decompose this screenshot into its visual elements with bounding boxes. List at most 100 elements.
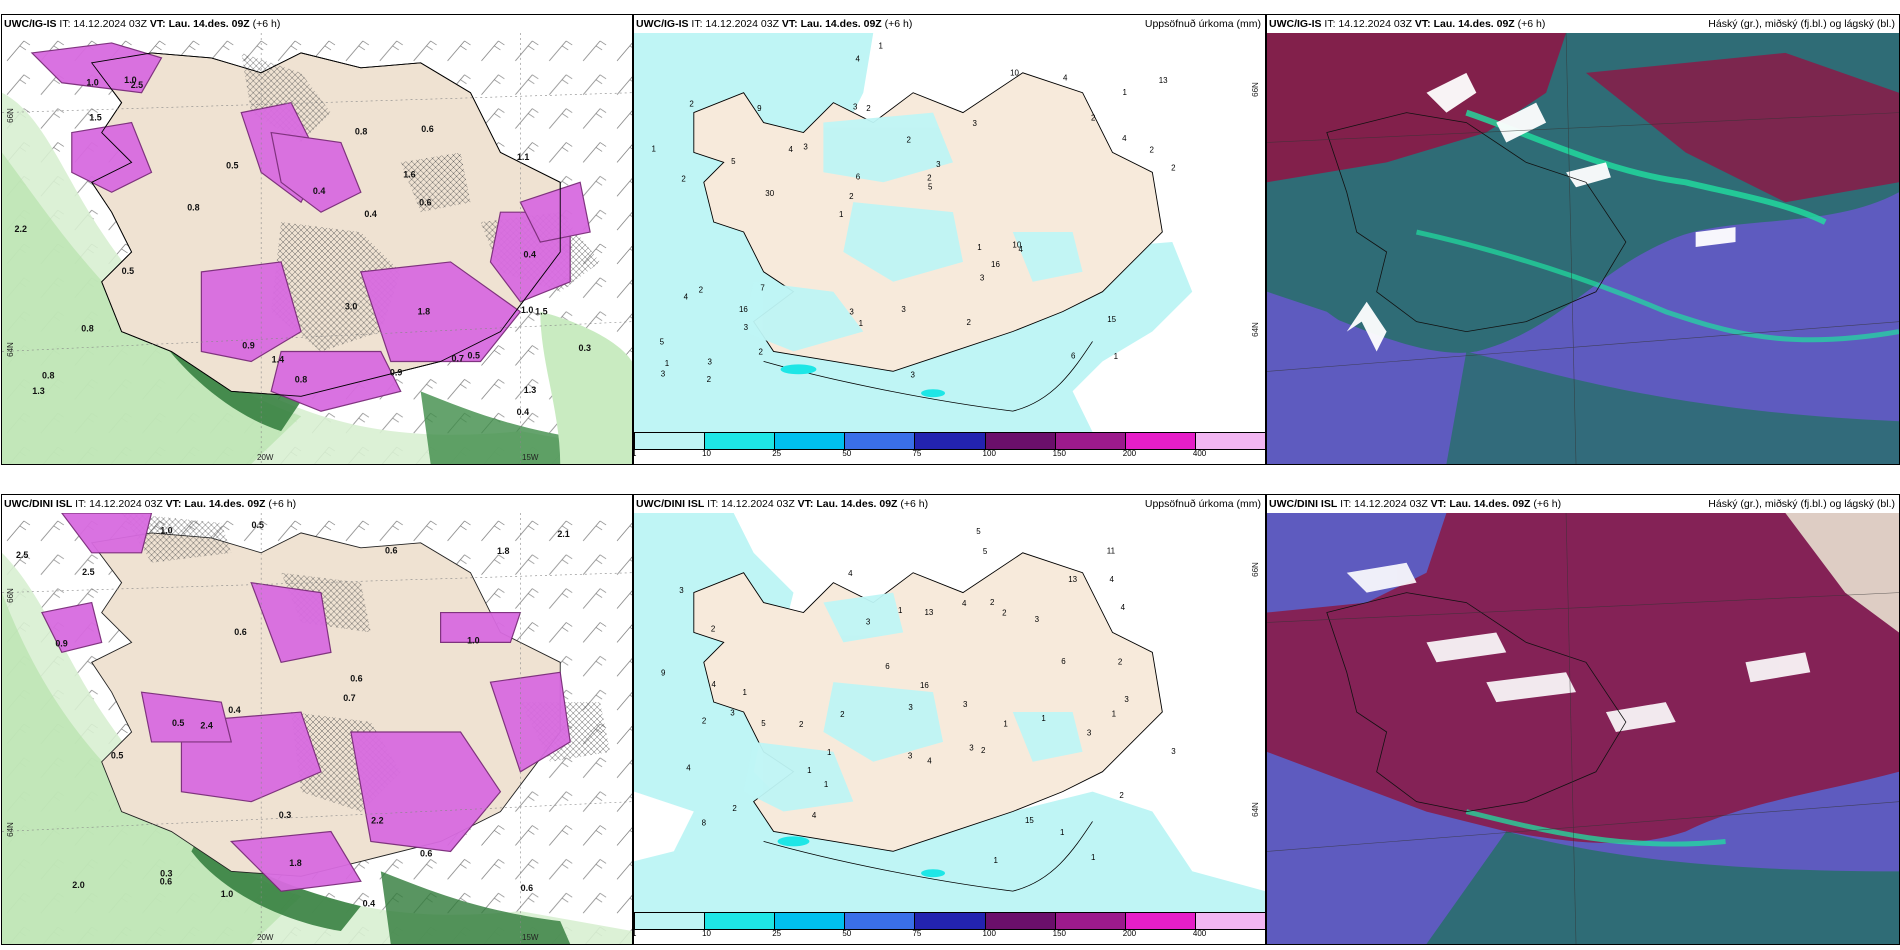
map-value-label: 3 xyxy=(1124,695,1129,704)
map-value-label: 2 xyxy=(866,104,871,113)
colorbar-swatch xyxy=(1124,433,1195,449)
map-area[interactable]: 1 3 3 3 2 2 2 2 3 1 2 1 1 4 3 4 1 16 9 8 11 13 6 3 3 4 5 3 6 4 2 2 1 2 3 3 1… xyxy=(634,513,1265,912)
map-value-label: 1.3 xyxy=(32,386,44,396)
map-value-label: 3.0 xyxy=(345,302,357,312)
map-value-label: 2 xyxy=(907,136,912,145)
lat-label-66n: 66N xyxy=(5,588,15,603)
map-value-label: 3 xyxy=(936,160,941,169)
map-value-label: 3 xyxy=(708,357,713,366)
colorbar-tick: 10 xyxy=(702,449,712,458)
map-value-label: 1.8 xyxy=(497,546,509,556)
weather-map-svg[interactable]: 0.8 0.4 1.0 0.3 0.8 0.5 0.4 1.6 1.5 0.8 2.5 3.0 0.4 0… xyxy=(2,33,632,464)
map-value-label: 3 xyxy=(744,323,749,332)
map-value-label: 0.6 xyxy=(385,546,397,556)
map-value-label: 0.6 xyxy=(350,674,362,684)
map-value-label: 0.6 xyxy=(521,883,533,893)
model-name: UWC/IG-IS xyxy=(1269,18,1322,30)
map-value-label: 3 xyxy=(866,617,871,626)
map-value-label: 0.3 xyxy=(160,869,172,879)
map-area[interactable]: 0.8 0.4 1.0 0.3 0.8 0.5 0.4 1.6 1.5 0.8 2.5 3.0 0.4 0… xyxy=(2,33,632,464)
weather-map-svg[interactable]: 1.00.40.30.61.02.50.50.60.50.61.81.80.40… xyxy=(2,513,632,944)
map-value-label: 2 xyxy=(689,100,694,109)
colorbar-swatch xyxy=(1054,913,1125,929)
lead-time: (+6 h) xyxy=(1533,498,1562,510)
valid-time: VT: Lau. 14.des. 09Z xyxy=(1414,18,1515,30)
map-value-label: 3 xyxy=(679,586,684,595)
map-value-label: 3 xyxy=(973,119,978,128)
map-value-label: 3 xyxy=(1171,747,1176,756)
map-value-label: 16 xyxy=(739,305,748,314)
precip-map-svg[interactable]: 1211333223532342421423691076151034532221… xyxy=(634,33,1265,432)
lon-label-15w: 15W xyxy=(522,933,539,942)
map-area[interactable]: 1.0 0.4 0.3 0.6 1.0 2.5 0.5 0.6 0.5 0.6 1.8 1.8 0.4 0… xyxy=(2,513,632,944)
map-value-label: 11 xyxy=(1107,547,1116,556)
valid-time: VT: Lau. 14.des. 09Z xyxy=(149,18,250,30)
map-value-label: 2 xyxy=(1002,609,1007,618)
map-value-label: 3 xyxy=(849,308,854,317)
colorbar-swatch xyxy=(914,913,985,929)
init-time: IT: 14.12.2024 03Z xyxy=(1340,498,1428,510)
map-value-label: 2 xyxy=(1150,146,1155,155)
map-value-label: 3 xyxy=(803,142,808,151)
map-value-label: 2.1 xyxy=(557,529,569,539)
map-value-label: 1.4 xyxy=(272,354,284,364)
valid-time: VT: Lau. 14.des. 09Z xyxy=(1430,498,1531,510)
map-value-label: 4 xyxy=(1018,245,1023,254)
colorbar-swatch xyxy=(1194,433,1265,449)
map-value-label: 2 xyxy=(990,598,995,607)
panel-header: UWC/IG-IS IT: 14.12.2024 03Z VT: Lau. 14… xyxy=(1267,15,1899,33)
map-value-label: 10 xyxy=(1010,69,1019,78)
colorbar-swatch xyxy=(844,913,915,929)
init-time: IT: 14.12.2024 03Z xyxy=(59,18,147,30)
map-value-label: 6 xyxy=(885,662,890,671)
colorbar-tick: 100 xyxy=(982,449,996,458)
map-value-label: 1.5 xyxy=(535,306,547,316)
map-value-label: 5 xyxy=(976,527,981,536)
colorbar-tick: 10 xyxy=(702,929,712,938)
panel-bottom-middle-precip: UWC/DINI ISL IT: 14.12.2024 03Z VT: Lau.… xyxy=(633,494,1266,945)
field-title: Háský (gr.), miðský (fj.bl.) og lágský (… xyxy=(1708,498,1895,510)
map-value-label: 2 xyxy=(707,375,712,384)
map-value-label: 3 xyxy=(661,369,666,378)
map-value-label: 16 xyxy=(920,681,929,690)
map-value-label: 1 xyxy=(743,688,748,697)
map-value-label: 4 xyxy=(962,599,967,608)
map-value-label: 4 xyxy=(1063,73,1068,82)
map-value-label: 2 xyxy=(711,625,716,634)
init-time: IT: 14.12.2024 03Z xyxy=(75,498,163,510)
colorbar-tick: 100 xyxy=(982,929,996,938)
colorbar-tick: 400 xyxy=(1192,929,1207,938)
map-value-label: 2 xyxy=(1091,113,1096,122)
map-value-label: 1 xyxy=(824,780,829,789)
cloud-map-svg[interactable] xyxy=(1267,33,1899,464)
map-value-label: 0.8 xyxy=(42,371,54,381)
colorbar-tick: 75 xyxy=(912,449,922,458)
map-value-label: 2 xyxy=(981,746,986,755)
map-value-label: 0.4 xyxy=(364,209,376,219)
colorbar-swatch xyxy=(774,913,845,929)
colorbar-swatch xyxy=(774,433,845,449)
map-value-label: 4 xyxy=(855,55,860,64)
map-value-label: 1.3 xyxy=(524,385,536,395)
map-value-label: 9 xyxy=(661,669,666,678)
map-value-label: 3 xyxy=(911,370,916,379)
map-value-label: 1.0 xyxy=(467,636,479,646)
map-value-label: 1.0 xyxy=(521,305,533,315)
panel-header: UWC/DINI ISL IT: 14.12.2024 03Z VT: Lau.… xyxy=(1267,495,1899,513)
map-area[interactable]: 1 2 1 1 3 3 3 2 2 3 5 3 2 3 4 2 4 2 1 4 2 3 6 9 10 7 6 15 10 3 4 5 3 2 2 2 1… xyxy=(634,33,1265,432)
colorbar-tick: 25 xyxy=(772,929,782,938)
map-value-label: 4 xyxy=(1122,134,1127,143)
map-value-label: 3 xyxy=(901,305,906,314)
cloud-map-svg[interactable] xyxy=(1267,513,1899,944)
map-value-label: 0.8 xyxy=(355,126,367,136)
map-value-label: 2 xyxy=(681,174,686,183)
map-value-label: 0.7 xyxy=(452,353,464,363)
colorbar-swatch xyxy=(1194,913,1265,929)
colorbar-swatch xyxy=(914,433,985,449)
map-value-label: 2 xyxy=(799,720,804,729)
map-value-label: 1 xyxy=(1122,88,1127,97)
map-area[interactable] xyxy=(1267,33,1899,464)
map-area[interactable] xyxy=(1267,513,1899,944)
map-value-label: 0.5 xyxy=(111,750,123,760)
